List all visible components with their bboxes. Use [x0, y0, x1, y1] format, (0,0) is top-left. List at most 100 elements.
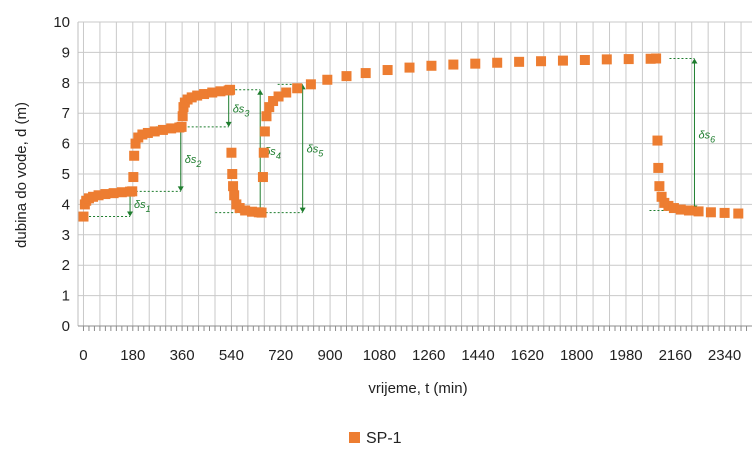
data-point [225, 84, 236, 95]
x-tick-label: 1260 [412, 347, 445, 364]
data-point [127, 186, 138, 197]
data-point [733, 208, 744, 219]
data-point [199, 89, 210, 100]
data-point [652, 135, 663, 146]
x-tick-label: 1080 [363, 347, 396, 364]
x-tick-label: 180 [120, 347, 145, 364]
data-point [259, 126, 270, 137]
data-point [130, 138, 141, 149]
data-point [645, 53, 656, 64]
y-tick-label: 10 [53, 14, 70, 31]
data-point [256, 207, 267, 218]
legend-marker-sp-1 [349, 432, 360, 443]
data-point [228, 181, 239, 192]
data-point [382, 65, 393, 76]
data-point [257, 172, 268, 183]
data-point [623, 54, 634, 65]
data-point [240, 205, 251, 216]
x-tick-label: 900 [318, 347, 343, 364]
y-tick-label: 4 [62, 196, 70, 213]
data-point [192, 90, 203, 101]
data-point [246, 206, 257, 217]
data-point [693, 206, 704, 217]
data-point [177, 111, 188, 122]
data-point [470, 58, 481, 69]
data-point [78, 211, 89, 222]
data-point [261, 111, 272, 122]
y-tick-label: 3 [62, 227, 70, 244]
data-point [207, 87, 218, 98]
data-point [341, 71, 352, 82]
x-tick-label: 2340 [708, 347, 741, 364]
data-point [157, 124, 168, 135]
data-point [128, 172, 139, 183]
data-point [227, 169, 238, 179]
x-tick-label: 1620 [511, 347, 544, 364]
data-point [234, 203, 245, 214]
x-axis-ticks: 0 180 360 540 720 900 1080 1260 1440 1620 1800 1980… [79, 347, 741, 364]
x-tick-label: 1800 [560, 347, 593, 364]
data-series-sp-1 [78, 53, 744, 222]
data-point [264, 102, 275, 113]
data-point [653, 162, 664, 173]
data-point [536, 56, 547, 67]
annotation-arrowhead [691, 58, 698, 64]
y-tick-label: 1 [62, 288, 70, 305]
x-tick-label: 2160 [659, 347, 692, 364]
data-point [142, 127, 153, 138]
x-tick-label: 1440 [461, 347, 494, 364]
data-point [360, 68, 371, 79]
data-point [448, 59, 459, 70]
data-point [268, 96, 279, 107]
data-point [149, 126, 160, 137]
data-point [229, 190, 240, 201]
y-tick-label: 6 [62, 136, 70, 153]
data-point [426, 60, 437, 71]
annotation-arrowhead [299, 207, 306, 213]
annotation-arrowhead [127, 211, 134, 217]
data-point [88, 191, 99, 202]
x-tick-label: 540 [219, 347, 244, 364]
y-tick-label: 9 [62, 44, 70, 61]
data-point [668, 203, 679, 214]
grid [77, 21, 752, 331]
data-point [166, 123, 177, 134]
data-point [492, 57, 503, 68]
data-point [176, 121, 187, 132]
annotation-label: δs2 [185, 154, 202, 169]
data-point [93, 190, 104, 201]
data-point [116, 187, 127, 198]
data-point [108, 188, 119, 199]
data-point [656, 191, 667, 202]
data-point [322, 74, 333, 85]
data-point [601, 54, 612, 65]
data-point [663, 200, 674, 211]
annotation-label: δs6 [698, 129, 715, 144]
data-point [226, 147, 237, 158]
annotation-arrowhead [225, 121, 232, 127]
data-point [273, 91, 284, 102]
data-point [654, 181, 665, 192]
data-point [683, 205, 694, 216]
data-point [281, 87, 292, 98]
data-point [404, 62, 415, 73]
y-axis-ticks: 0 1 2 3 4 5 6 7 8 9 10 [53, 14, 70, 335]
x-tick-label: 720 [268, 347, 293, 364]
annotation-label: δs5 [307, 143, 325, 158]
y-tick-label: 0 [62, 318, 70, 335]
data-point [305, 79, 316, 90]
x-axis-title: vrijeme, t (min) [368, 380, 467, 397]
data-point [557, 55, 568, 66]
y-tick-label: 8 [62, 75, 70, 92]
data-point [675, 204, 686, 215]
annotation-arrowhead [177, 186, 184, 192]
data-point [705, 207, 716, 218]
y-tick-label: 2 [62, 257, 70, 274]
x-tick-label: 0 [79, 347, 87, 364]
x-tick-label: 360 [170, 347, 195, 364]
data-point [186, 92, 197, 103]
annotation-arrowhead [257, 89, 264, 95]
data-point [258, 147, 269, 158]
